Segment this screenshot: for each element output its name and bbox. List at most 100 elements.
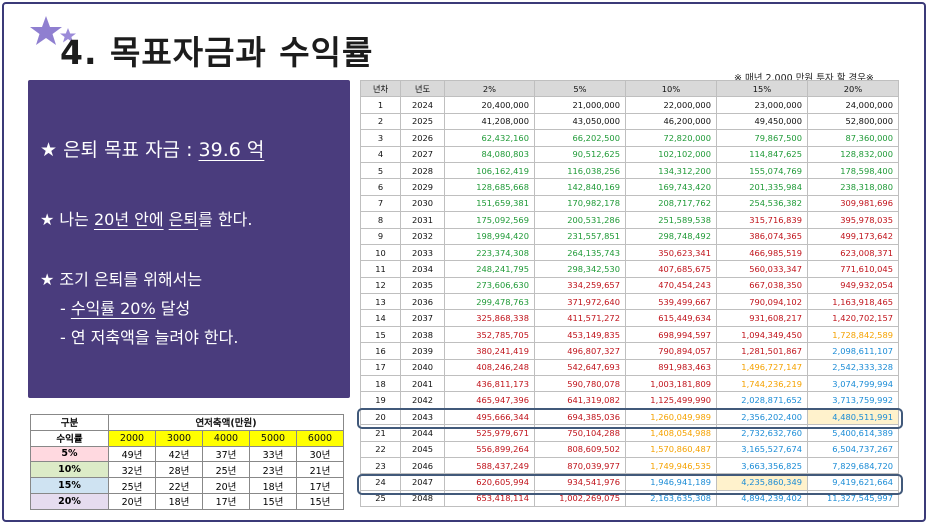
value-cell: 465,947,396 bbox=[444, 391, 535, 409]
table-row: 6 2029 128,685,668 142,840,169 169,743,420 20… bbox=[360, 178, 899, 196]
value-cell: 84,080,803 bbox=[444, 145, 535, 163]
table-row: 9 2032 198,994,420 231,557,851 298,748,492 38… bbox=[360, 227, 899, 245]
years-cell: 25년 bbox=[202, 461, 250, 479]
year-cell: 2026 bbox=[400, 129, 445, 147]
years-cell: 18년 bbox=[155, 492, 203, 510]
year-cell: 2031 bbox=[400, 211, 445, 229]
value-cell: 350,623,341 bbox=[625, 243, 717, 262]
year-cell: 2037 bbox=[400, 309, 445, 327]
year-number-cell: 6 bbox=[360, 178, 401, 196]
value-cell: 1,420,702,157 bbox=[807, 309, 899, 327]
years-cell: 15년 bbox=[249, 492, 297, 510]
value-cell: 407,685,675 bbox=[625, 260, 717, 278]
year-number-cell: 14 bbox=[360, 309, 401, 327]
amount-cell: 3000 bbox=[155, 429, 203, 447]
table-row: 17 2040 408,246,248 542,647,693 891,983,463 1… bbox=[360, 358, 899, 377]
table-row: 15 2038 352,785,705 453,149,835 698,994,597 1… bbox=[360, 325, 899, 344]
return-value: 수익률 20% bbox=[70, 299, 156, 318]
value-cell: 436,811,173 bbox=[444, 375, 535, 393]
value-cell: 411,571,272 bbox=[534, 309, 626, 327]
year-number-cell: 19 bbox=[360, 391, 401, 409]
retire-prefix: ★ 나는 bbox=[40, 210, 94, 229]
table-row: 10% 32년 28년 25년 23년 21년 bbox=[30, 461, 345, 479]
rate-label-cell: 15% bbox=[30, 477, 109, 494]
value-cell: 556,899,264 bbox=[444, 440, 535, 458]
years-cell: 30년 bbox=[295, 445, 345, 463]
value-cell: 208,717,762 bbox=[625, 194, 717, 213]
table-row: 5% 49년 42년 37년 33년 30년 bbox=[30, 445, 345, 463]
value-cell: 66,202,500 bbox=[534, 129, 626, 147]
savings-line: - 연 저축액을 늘려야 한다. bbox=[60, 328, 239, 347]
value-cell: 231,557,851 bbox=[534, 227, 626, 245]
year-number-cell: 2 bbox=[360, 112, 401, 131]
table-row: 4 2027 84,080,803 90,512,625 102,102,000 114,… bbox=[360, 145, 899, 163]
table-row: 1 2024 20,400,000 21,000,000 22,000,000 23,00… bbox=[360, 96, 899, 114]
value-cell: 298,342,530 bbox=[534, 260, 626, 278]
value-cell: 41,208,000 bbox=[444, 112, 535, 131]
value-cell: 151,659,381 bbox=[444, 194, 535, 213]
value-cell: 264,135,743 bbox=[534, 243, 626, 262]
value-cell: 3,663,356,825 bbox=[716, 456, 808, 475]
value-cell: 23,000,000 bbox=[716, 96, 808, 114]
value-cell: 560,033,347 bbox=[716, 260, 808, 278]
value-cell: 134,312,200 bbox=[625, 161, 717, 180]
year-number-cell: 8 bbox=[360, 211, 401, 229]
value-cell: 790,094,102 bbox=[716, 293, 808, 311]
years-cell: 49년 bbox=[108, 445, 156, 463]
table-row: 5 2028 106,162,419 116,038,256 134,312,200 15… bbox=[360, 161, 899, 180]
value-cell: 949,932,054 bbox=[807, 276, 899, 295]
value-cell: 698,994,597 bbox=[625, 325, 717, 344]
year-cell: 2041 bbox=[400, 375, 445, 393]
table-note: ※ 매년 2,000 만원 투자 할 경우※ bbox=[734, 73, 874, 84]
table-row: 3 2026 62,432,160 66,202,500 72,820,000 79,86… bbox=[360, 129, 899, 147]
year-number-cell: 20 bbox=[360, 407, 401, 426]
years-cell: 28년 bbox=[155, 461, 203, 479]
year-24-highlight bbox=[357, 474, 903, 495]
table-row: 20% 20년 18년 17년 15년 15년 bbox=[30, 492, 345, 510]
savings-header-row: 구분 연저축액(만원) bbox=[30, 414, 345, 431]
retire-years: 20년 안에 bbox=[93, 210, 164, 229]
value-cell: 102,102,000 bbox=[625, 145, 717, 163]
col-header: 2% bbox=[444, 79, 535, 98]
value-cell: 453,149,835 bbox=[534, 325, 626, 344]
year-number-cell: 15 bbox=[360, 325, 401, 344]
col-header: 5% bbox=[534, 79, 626, 98]
value-cell: 588,437,249 bbox=[444, 456, 535, 475]
year-cell: 2029 bbox=[400, 178, 445, 196]
year-cell: 2024 bbox=[400, 96, 445, 114]
value-cell: 1,496,727,147 bbox=[716, 358, 808, 377]
years-cell: 17년 bbox=[295, 477, 345, 494]
value-cell: 470,454,243 bbox=[625, 276, 717, 295]
col-header: 10% bbox=[625, 79, 717, 98]
value-cell: 90,512,625 bbox=[534, 145, 626, 163]
years-cell: 15년 bbox=[295, 492, 345, 510]
value-cell: 6,504,737,267 bbox=[807, 440, 899, 458]
year-number-cell: 16 bbox=[360, 342, 401, 360]
years-cell: 22년 bbox=[155, 477, 203, 494]
goal-value: 39.6 억 bbox=[198, 139, 265, 161]
value-cell: 20,400,000 bbox=[444, 96, 535, 114]
value-cell: 128,832,000 bbox=[807, 145, 899, 163]
value-cell: 499,173,642 bbox=[807, 227, 899, 245]
year-cell: 2036 bbox=[400, 293, 445, 311]
value-cell: 3,713,759,992 bbox=[807, 391, 899, 409]
year-number-cell: 3 bbox=[360, 129, 401, 147]
returns-header-row: 년차 년도 2% 5% 10% 15% 20% bbox=[360, 79, 899, 98]
year-cell: 2033 bbox=[400, 243, 445, 262]
value-cell: 62,432,160 bbox=[444, 129, 535, 147]
table-row: 19 2042 465,947,396 641,319,082 1,125,499,99… bbox=[360, 391, 899, 409]
value-cell: 24,000,000 bbox=[807, 96, 899, 114]
years-cell: 33년 bbox=[249, 445, 297, 463]
value-cell: 116,038,256 bbox=[534, 161, 626, 180]
year-number-cell: 13 bbox=[360, 293, 401, 311]
years-cell: 18년 bbox=[249, 477, 297, 494]
value-cell: 251,589,538 bbox=[625, 211, 717, 229]
year-number-cell: 23 bbox=[360, 456, 401, 475]
year-number-cell: 18 bbox=[360, 375, 401, 393]
value-cell: 790,894,057 bbox=[625, 342, 717, 360]
year-number-cell: 11 bbox=[360, 260, 401, 278]
table-row: 7 2030 151,659,381 170,982,178 208,717,762 25… bbox=[360, 194, 899, 213]
value-cell: 114,847,625 bbox=[716, 145, 808, 163]
value-cell: 22,000,000 bbox=[625, 96, 717, 114]
year-number-cell: 9 bbox=[360, 227, 401, 245]
